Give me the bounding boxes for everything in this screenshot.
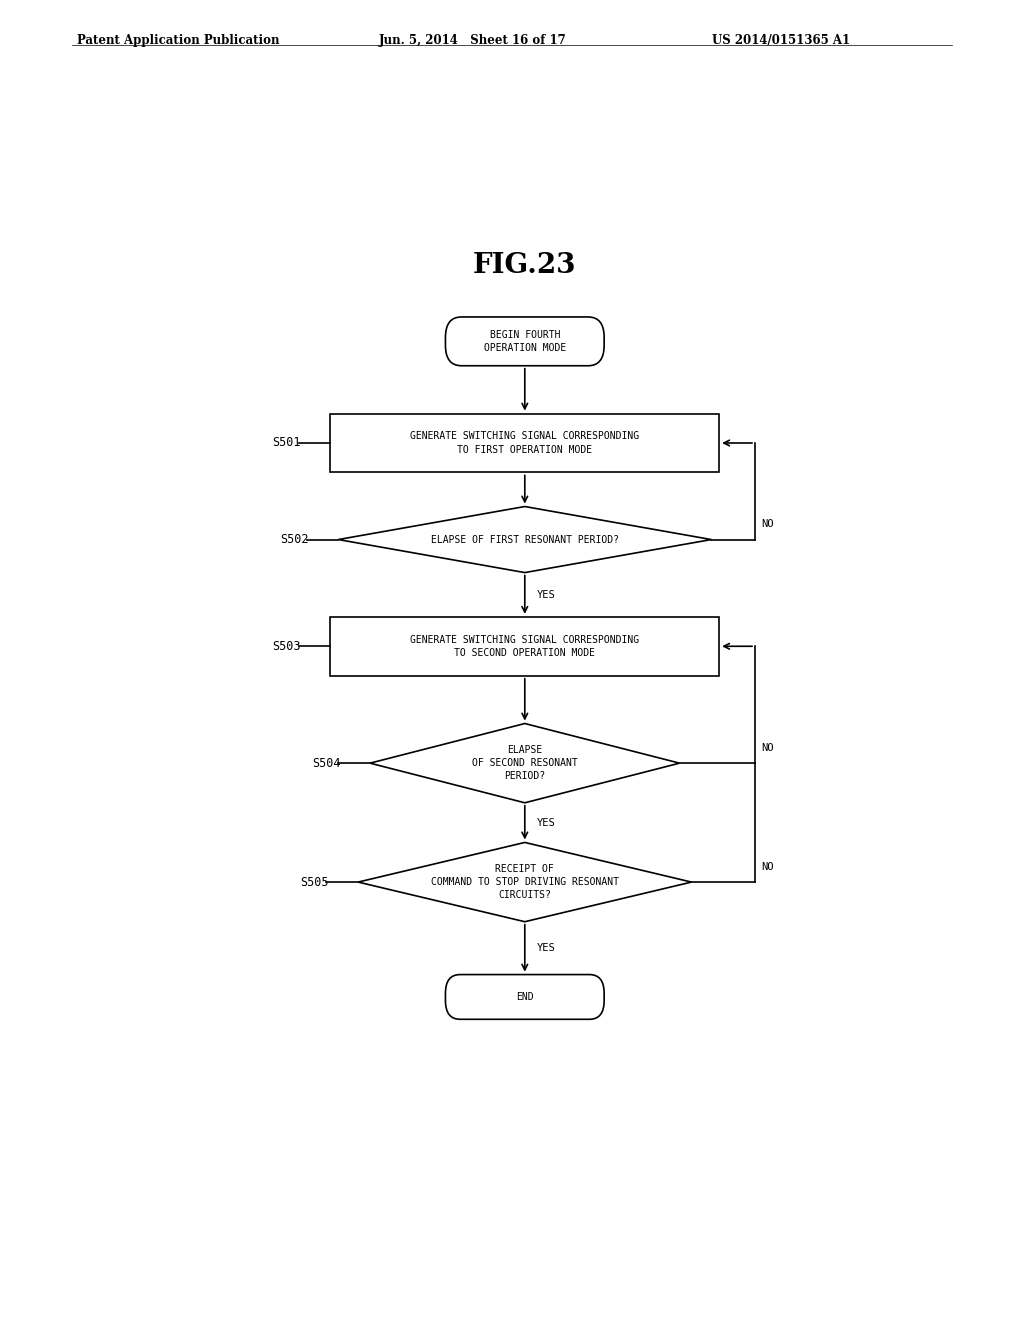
Polygon shape [338, 507, 712, 573]
Polygon shape [358, 842, 691, 921]
Text: YES: YES [537, 944, 555, 953]
Text: NO: NO [761, 862, 774, 873]
Text: S502: S502 [281, 533, 309, 546]
Text: YES: YES [537, 590, 555, 599]
Text: Jun. 5, 2014   Sheet 16 of 17: Jun. 5, 2014 Sheet 16 of 17 [379, 34, 566, 48]
Text: FIG.23: FIG.23 [473, 252, 577, 279]
Text: YES: YES [537, 817, 555, 828]
Text: S501: S501 [272, 437, 301, 450]
Text: GENERATE SWITCHING SIGNAL CORRESPONDING
TO FIRST OPERATION MODE: GENERATE SWITCHING SIGNAL CORRESPONDING … [411, 432, 639, 454]
Text: RECEIPT OF
COMMAND TO STOP DRIVING RESONANT
CIRCUITS?: RECEIPT OF COMMAND TO STOP DRIVING RESON… [431, 863, 618, 900]
Text: NO: NO [761, 519, 774, 529]
Text: US 2014/0151365 A1: US 2014/0151365 A1 [712, 34, 850, 48]
Polygon shape [370, 723, 680, 803]
Bar [331, 413, 719, 473]
Text: END: END [516, 991, 534, 1002]
Bar [331, 616, 719, 676]
Text: GENERATE SWITCHING SIGNAL CORRESPONDING
TO SECOND OPERATION MODE: GENERATE SWITCHING SIGNAL CORRESPONDING … [411, 635, 639, 657]
Text: NO: NO [761, 743, 774, 752]
Text: ELAPSE
OF SECOND RESONANT
PERIOD?: ELAPSE OF SECOND RESONANT PERIOD? [472, 744, 578, 781]
FancyBboxPatch shape [445, 974, 604, 1019]
Text: Patent Application Publication: Patent Application Publication [77, 34, 280, 48]
Text: BEGIN FOURTH
OPERATION MODE: BEGIN FOURTH OPERATION MODE [483, 330, 566, 352]
Text: S505: S505 [300, 875, 329, 888]
FancyBboxPatch shape [445, 317, 604, 366]
Text: ELAPSE OF FIRST RESONANT PERIOD?: ELAPSE OF FIRST RESONANT PERIOD? [431, 535, 618, 545]
Text: S504: S504 [312, 756, 341, 770]
Text: S503: S503 [272, 640, 301, 653]
